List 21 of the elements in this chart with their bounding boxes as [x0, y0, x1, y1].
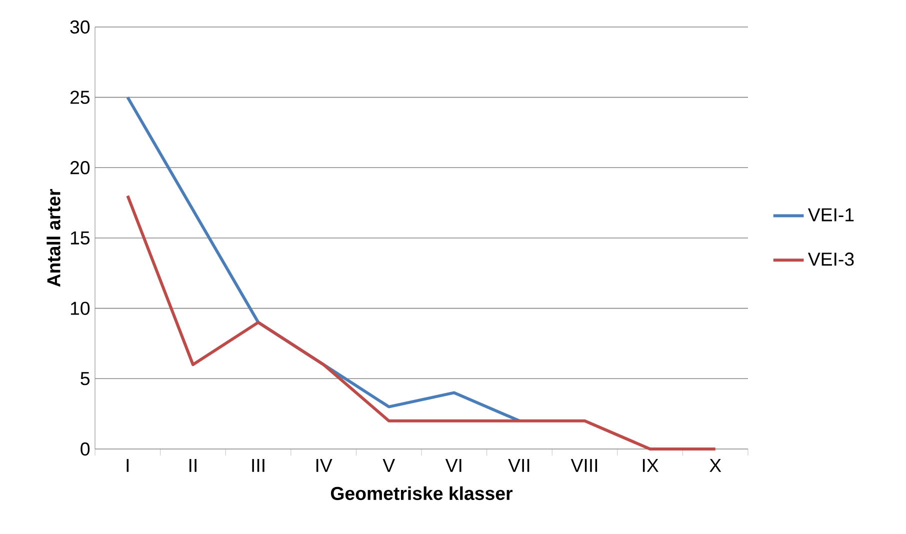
x-tick-label: VII: [508, 459, 530, 472]
x-tick-label: VI: [445, 459, 462, 472]
x-tick-label: IX: [642, 459, 658, 472]
y-axis-title: Antall arter: [46, 189, 60, 287]
y-tick-label: 10: [70, 302, 90, 315]
y-tick-label: 20: [70, 161, 90, 174]
legend-label: VEI-1: [808, 208, 854, 222]
y-tick-label: 0: [80, 442, 90, 456]
x-axis-title: Geometriske klasser: [330, 486, 512, 500]
x-tick-label: VIII: [570, 459, 598, 472]
y-tick-label: 5: [80, 372, 90, 386]
x-tick-label: IV: [316, 459, 332, 472]
x-tick-label: V: [382, 459, 396, 472]
legend-label: VEI-3: [808, 252, 854, 266]
y-tick-label: 30: [70, 20, 90, 34]
x-tick-label: I: [126, 459, 129, 472]
x-tick-label: III: [252, 459, 264, 472]
y-tick-label: 25: [70, 90, 90, 104]
x-tick-label: X: [710, 459, 722, 472]
y-tick-label: 15: [70, 231, 90, 245]
x-tick-label: II: [189, 459, 196, 472]
